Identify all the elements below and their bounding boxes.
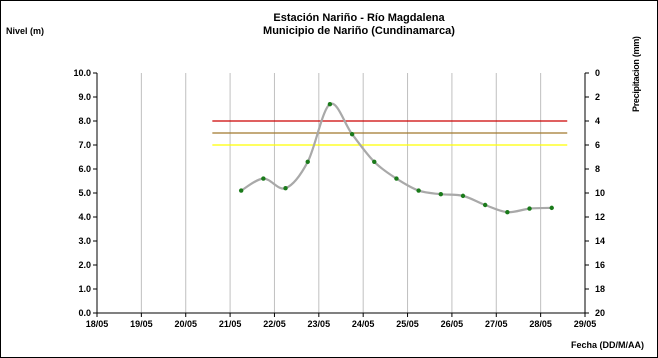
y2-tick-label: 20 — [595, 308, 605, 318]
data-point — [394, 176, 399, 181]
chart-subtitle: Municipio de Nariño (Cundinamarca) — [263, 25, 455, 37]
y2-tick-label: 14 — [595, 236, 605, 246]
x-tick-label: 26/05 — [441, 319, 464, 329]
data-point — [549, 205, 554, 211]
y2-tick-label: 12 — [595, 212, 605, 222]
x-tick-label: 21/05 — [219, 319, 242, 329]
data-point — [305, 159, 310, 164]
data-point — [372, 159, 377, 164]
y2-tick-label: 4 — [595, 116, 600, 126]
x-tick-label: 24/05 — [352, 319, 375, 329]
plot-area — [97, 73, 585, 313]
y2-tick-label: 10 — [595, 188, 605, 198]
y-tick-label: 2.0 — [78, 260, 91, 270]
x-tick-label: 20/05 — [174, 319, 197, 329]
x-tick-label: 23/05 — [308, 319, 331, 329]
x-tick-label: 18/05 — [86, 319, 109, 329]
data-point — [527, 206, 532, 211]
y-tick-label: 3.0 — [78, 236, 91, 246]
x-tick-label: 28/05 — [529, 319, 552, 329]
y2-tick-label: 0 — [595, 68, 600, 78]
data-point — [261, 176, 266, 181]
y-tick-label: 1.0 — [78, 284, 91, 294]
x-axis-label: Fecha (DD/M/AA) — [570, 340, 644, 350]
x-tick-label: 27/05 — [485, 319, 508, 329]
y-tick-label: 0.0 — [78, 308, 91, 318]
y-tick-label: 9.0 — [78, 92, 91, 102]
data-point — [438, 192, 444, 197]
y-tick-label: 7.0 — [78, 140, 91, 150]
data-point — [349, 132, 355, 137]
chart-title: Estación Nariño - Río Magdalena — [273, 12, 445, 24]
data-point — [416, 188, 421, 193]
data-point — [460, 193, 466, 199]
y-tick-label: 10.0 — [73, 68, 91, 78]
y-axis-label: Nivel (m) — [6, 26, 45, 36]
y2-tick-label: 16 — [595, 260, 605, 270]
y2-tick-label: 8 — [595, 164, 600, 174]
x-tick-label: 22/05 — [263, 319, 286, 329]
y2-tick-label: 6 — [595, 140, 600, 150]
data-point — [505, 210, 510, 215]
y-tick-label: 5.0 — [78, 188, 91, 198]
x-tick-label: 29/05 — [574, 319, 597, 329]
y2-tick-label: 18 — [595, 284, 605, 294]
data-point — [482, 202, 488, 208]
data-point — [327, 102, 333, 107]
y-tick-label: 4.0 — [78, 212, 91, 222]
x-tick-label: 19/05 — [130, 319, 153, 329]
y-tick-label: 8.0 — [78, 116, 91, 126]
x-tick-label: 25/05 — [396, 319, 419, 329]
y2-tick-label: 2 — [595, 92, 600, 102]
data-point — [238, 188, 244, 193]
y-tick-label: 6.0 — [78, 164, 91, 174]
data-point — [283, 186, 288, 191]
